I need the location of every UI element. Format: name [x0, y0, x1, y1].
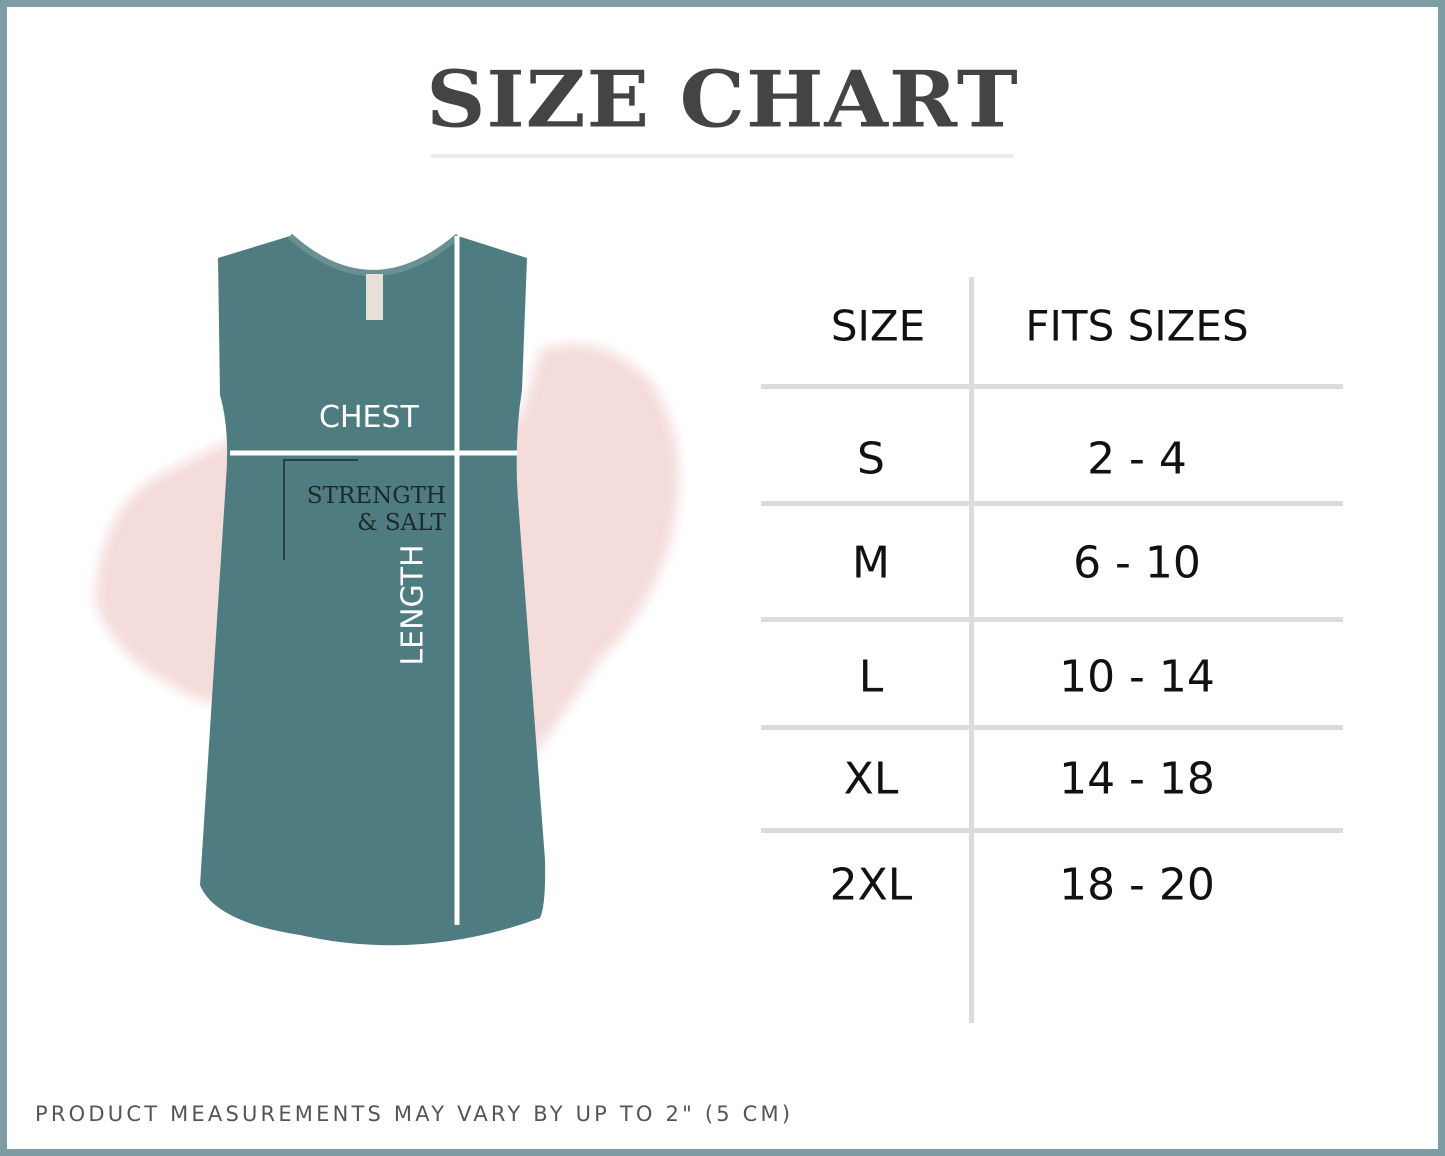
print-frame: [283, 459, 358, 560]
row-divider: [761, 384, 1343, 389]
measurement-disclaimer: PRODUCT MEASUREMENTS MAY VARY BY UP TO 2…: [35, 1102, 794, 1126]
row-size: L: [858, 651, 884, 703]
header-size: SIZE: [830, 301, 926, 351]
tag-icon: [366, 274, 383, 320]
row-size: XL: [843, 753, 899, 805]
row-fits: 18 - 20: [1059, 859, 1215, 911]
neckline: [287, 233, 460, 276]
row-fits: 6 - 10: [1073, 537, 1201, 589]
row-fits: 14 - 18: [1059, 753, 1215, 805]
chest-label: CHEST: [319, 400, 419, 435]
row-divider: [761, 617, 1343, 622]
title-underline: [431, 154, 1013, 158]
column-divider: [969, 277, 974, 1023]
header-fits-sizes: FITS SIZES: [1025, 301, 1249, 351]
row-divider: [761, 725, 1343, 730]
row-fits: 10 - 14: [1059, 651, 1215, 703]
tank-top-body: [200, 236, 546, 946]
page-title: SIZE CHART: [426, 54, 1019, 146]
row-size: M: [852, 537, 890, 589]
length-label: LENGTH: [395, 544, 431, 666]
print-line-2: & SALT: [357, 510, 446, 536]
print-logo: STRENGTH & SALT: [280, 483, 446, 537]
row-size: S: [857, 433, 885, 485]
row-divider: [761, 501, 1343, 506]
row-divider: [761, 828, 1343, 833]
row-fits: 2 - 4: [1087, 433, 1187, 485]
row-size: 2XL: [829, 859, 913, 911]
print-line-1: STRENGTH: [306, 483, 446, 509]
